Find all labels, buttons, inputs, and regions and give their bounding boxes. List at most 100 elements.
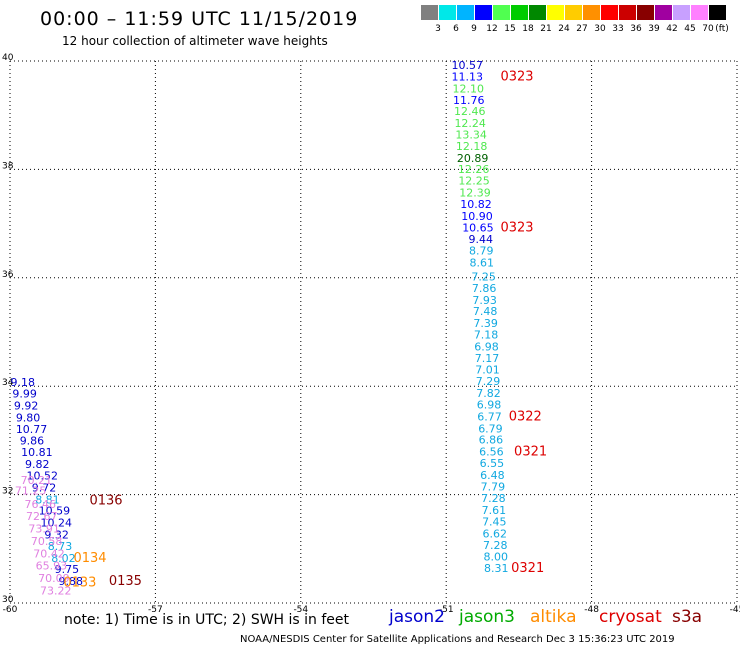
- color-swatch: [511, 5, 528, 20]
- wave-height-value: 10.24: [41, 517, 72, 530]
- color-swatch: [421, 5, 438, 20]
- color-scale-label: 70: [702, 24, 714, 34]
- lon-tick-label: -60: [3, 605, 18, 615]
- color-swatch: [583, 5, 600, 20]
- wave-height-value: 9.75: [55, 563, 80, 576]
- color-scale-label: 9: [471, 24, 477, 34]
- lon-tick-label: -48: [584, 605, 599, 615]
- credit-line: NOAA/NESDIS Center for Satellite Applica…: [240, 634, 675, 645]
- wave-height-value: 9.86: [20, 435, 45, 448]
- color-scale-unit: (ft): [715, 24, 729, 34]
- color-scale-label: 27: [576, 24, 588, 34]
- lon-tick-label: -45: [730, 605, 740, 615]
- lon-tick-label: -51: [439, 605, 454, 615]
- color-scale-label: 3: [435, 24, 441, 34]
- wave-height-value: 6.98: [474, 340, 499, 353]
- pass-number-label: 0321: [514, 445, 547, 460]
- wave-height-value: 9.82: [25, 458, 50, 471]
- wave-height-value: 10.77: [16, 423, 48, 436]
- color-scale-label: 18: [522, 24, 534, 34]
- wave-height-value: 7.28: [481, 492, 506, 505]
- wave-height-value: 73.22: [40, 584, 72, 597]
- wave-height-value: 8.73: [48, 540, 73, 553]
- wave-height-value: 65.93: [36, 559, 68, 572]
- color-swatch: [493, 5, 510, 20]
- lat-tick-label: 32: [2, 487, 13, 497]
- color-swatch: [637, 5, 654, 20]
- wave-height-value: 8.61: [469, 256, 494, 269]
- color-swatch: [547, 5, 564, 20]
- lon-tick-label: -54: [293, 605, 308, 615]
- wave-height-value: 70.42: [33, 547, 65, 560]
- pass-number-label: 0135: [109, 574, 142, 589]
- wave-height-value: 7.45: [482, 515, 507, 528]
- wave-height-value: 76.46: [25, 498, 57, 511]
- wave-height-value: 7.79: [481, 480, 506, 493]
- wave-height-value: 7.01: [475, 364, 500, 377]
- color-scale-label: 12: [486, 24, 498, 34]
- lat-tick-label: 34: [2, 378, 14, 388]
- wave-height-value: 12.46: [454, 105, 486, 118]
- pass-number-label: 0322: [509, 409, 542, 424]
- mission-label-s3a: s3a: [672, 607, 703, 627]
- wave-height-value: 6.62: [483, 527, 508, 540]
- color-scale-label: 45: [684, 24, 696, 34]
- wave-height-value: 10.59: [39, 505, 71, 518]
- wave-height-value: 7.93: [472, 294, 497, 307]
- wave-height-value: 12.26: [458, 163, 490, 176]
- wave-height-value: 72.67: [26, 510, 58, 523]
- wave-height-value: 9.88: [58, 575, 83, 588]
- wave-height-value: 10.82: [460, 198, 492, 211]
- color-scale-label: 15: [504, 24, 516, 34]
- pass-number-label: 0323: [500, 221, 533, 236]
- color-scale-label: 33: [612, 24, 624, 34]
- mission-label-cryosat: cryosat: [599, 607, 662, 627]
- wave-height-value: 8.02: [51, 552, 76, 565]
- wave-height-value: 70.09: [38, 572, 70, 585]
- page-title: 00:00 – 11:59 UTC 11/15/2019: [40, 8, 359, 30]
- lon-tick-label: -57: [148, 605, 163, 615]
- wave-height-value: 12.25: [458, 175, 490, 188]
- wave-height-value: 7.39: [473, 317, 498, 330]
- lat-tick-label: 36: [2, 270, 14, 280]
- wave-height-value: 6.86: [479, 434, 504, 447]
- pass-number-label: 0136: [89, 493, 122, 508]
- color-scale-label: 30: [594, 24, 606, 34]
- wave-height-value: 10.90: [461, 210, 493, 223]
- wave-height-value: 8.00: [484, 551, 509, 564]
- wave-height-value: 8.81: [35, 493, 60, 506]
- color-swatch: [709, 5, 726, 20]
- color-swatch: [565, 5, 582, 20]
- wave-height-value: 70.58: [31, 535, 63, 548]
- wave-height-value: 9.32: [44, 529, 68, 542]
- wave-height-value: 12.18: [456, 140, 488, 153]
- wave-height-value: 6.56: [479, 446, 504, 459]
- wave-height-value: 7.28: [483, 539, 508, 552]
- mission-label-jason2: jason2: [389, 607, 445, 627]
- wave-height-value: 71.25: [15, 485, 46, 498]
- wave-height-value: 6.77: [477, 410, 502, 423]
- wave-height-value: 7.82: [476, 387, 501, 400]
- wave-height-value: 8.31: [484, 562, 509, 575]
- wave-height-value: 9.18: [10, 376, 34, 389]
- color-swatch: [655, 5, 672, 20]
- color-swatch: [439, 5, 456, 20]
- pass-number-label: 0133: [63, 576, 96, 591]
- wave-height-value: 9.92: [14, 400, 39, 413]
- color-scale-label: 39: [648, 24, 660, 34]
- wave-height-value: 7.18: [474, 329, 499, 342]
- wave-height-value: 10.81: [21, 446, 52, 459]
- wave-height-value: 11.13: [452, 71, 484, 84]
- wave-height-value: 13.34: [455, 129, 487, 142]
- color-swatch: [601, 5, 618, 20]
- wave-height-value: 9.72: [32, 481, 56, 494]
- wave-height-value: 10.65: [462, 222, 494, 235]
- wave-height-value: 10.57: [452, 59, 484, 72]
- color-swatch: [529, 5, 546, 20]
- wave-height-value: 12.10: [453, 82, 485, 95]
- wave-height-value: 7.86: [472, 282, 497, 295]
- wave-height-value: 20.89: [457, 152, 489, 165]
- wave-height-value: 8.79: [469, 244, 494, 257]
- color-scale-label: 24: [558, 24, 570, 34]
